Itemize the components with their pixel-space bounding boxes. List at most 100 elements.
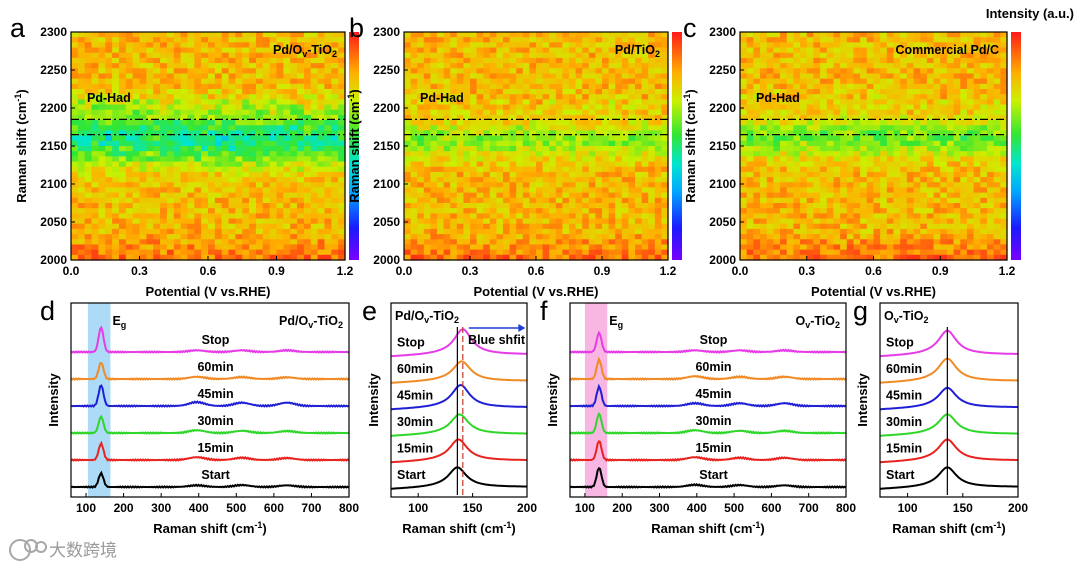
heatmap-cell <box>893 156 901 163</box>
heatmap-cell <box>423 213 431 220</box>
heatmap-cell <box>1000 42 1008 49</box>
heatmap-cell <box>187 213 195 220</box>
heatmap-cell <box>648 254 656 261</box>
heatmap-cell <box>966 32 975 38</box>
heatmap-cell <box>542 228 550 235</box>
heatmap-cell <box>450 203 458 209</box>
heatmap-cell <box>283 223 291 230</box>
heatmap-cell <box>826 213 835 220</box>
heatmap-cell <box>297 68 305 75</box>
heatmap-cell <box>410 99 418 106</box>
heatmap-cell <box>132 177 141 183</box>
heatmap-cell <box>153 239 161 246</box>
heatmap-cell <box>920 78 928 85</box>
heatmap-cell <box>146 187 154 194</box>
heatmap-cell <box>214 135 223 142</box>
heatmap-cell <box>187 78 195 85</box>
heatmap-cell <box>635 94 643 100</box>
heatmap-cell <box>615 213 623 220</box>
heatmap-cell <box>933 135 941 142</box>
heatmap-cell <box>456 57 464 64</box>
heatmap-cell <box>926 130 935 137</box>
heatmap-cell <box>423 63 431 69</box>
heatmap-cell <box>443 239 451 246</box>
heatmap-cell <box>933 42 941 49</box>
heatmap-cell <box>417 68 425 75</box>
heatmap-cell <box>146 52 154 59</box>
heatmap-cell <box>621 89 629 95</box>
heatmap-cell <box>615 182 623 189</box>
heatmap-cell <box>331 254 339 261</box>
heatmap-cell <box>641 213 649 220</box>
heatmap-cell <box>404 166 412 173</box>
heatmap-cell <box>146 68 154 75</box>
heatmap-cell <box>91 83 99 90</box>
heatmap-cell <box>496 78 504 85</box>
heatmap-cell <box>249 109 257 116</box>
heatmap-cell <box>221 151 230 157</box>
heatmap-cell <box>866 208 875 214</box>
heatmap-cell <box>960 166 968 173</box>
heatmap-cell <box>208 223 216 230</box>
heatmap-cell <box>880 208 888 214</box>
heatmap-cell <box>853 94 861 100</box>
heatmap-cell <box>503 125 511 132</box>
heatmap-cell <box>648 146 656 152</box>
heatmap-cell <box>71 228 79 235</box>
heatmap-cell <box>331 203 339 209</box>
heatmap-cell <box>555 244 563 251</box>
heatmap-cell <box>456 223 464 230</box>
heatmap-cell <box>496 130 504 137</box>
heatmap-cell <box>105 197 113 204</box>
heatmap-cell <box>628 234 636 240</box>
heatmap-cell <box>793 182 801 189</box>
heatmap-cell <box>866 213 875 220</box>
heatmap-cell <box>549 63 557 69</box>
heatmap-cell <box>410 68 418 75</box>
heatmap-cell <box>317 89 326 95</box>
heatmap-cell <box>118 228 127 235</box>
heatmap-cell <box>283 57 291 64</box>
heatmap-cell <box>417 114 425 121</box>
heatmap-cell <box>496 171 504 178</box>
heatmap-cell <box>283 156 291 163</box>
heatmap-cell <box>153 89 161 95</box>
heatmap-cell <box>820 182 828 189</box>
heatmap-cell <box>297 57 305 64</box>
heatmap-cell <box>635 83 643 90</box>
heatmap-cell <box>98 177 106 183</box>
heatmap-cell <box>324 244 332 251</box>
heatmap-cell <box>310 94 319 100</box>
heatmap-cell <box>873 57 881 64</box>
heatmap-cell <box>800 213 808 220</box>
heatmap-cell <box>221 254 230 261</box>
heatmap-cell <box>228 192 236 199</box>
heatmap-cell <box>873 213 881 220</box>
heatmap-cell <box>833 192 841 199</box>
heatmap-cell <box>153 223 161 230</box>
heatmap-cell <box>255 37 264 43</box>
heatmap-cell <box>522 223 530 230</box>
heatmap-cell <box>555 228 563 235</box>
heatmap-cell <box>602 239 610 246</box>
heatmap-cell <box>443 104 451 111</box>
heatmap-cell <box>187 223 195 230</box>
heatmap-cell <box>417 135 425 142</box>
heatmap-cell <box>873 177 881 183</box>
heatmap-cell <box>806 146 815 152</box>
heatmap-cell <box>456 109 464 116</box>
heatmap-cell <box>913 37 921 43</box>
heatmap-cell <box>549 249 557 256</box>
heatmap-cell <box>132 42 141 49</box>
heatmap-cell <box>595 192 603 199</box>
heatmap-cell <box>588 244 596 251</box>
heatmap-cell <box>125 156 134 163</box>
heatmap-cell <box>476 177 484 183</box>
heatmap-cell <box>516 249 524 256</box>
heatmap-cell <box>283 254 291 261</box>
heatmap-cell <box>71 192 79 199</box>
heatmap-cell <box>993 83 1001 90</box>
heatmap-cell <box>536 197 544 204</box>
heatmap-cell <box>846 156 855 163</box>
heatmap-cell <box>166 73 175 80</box>
